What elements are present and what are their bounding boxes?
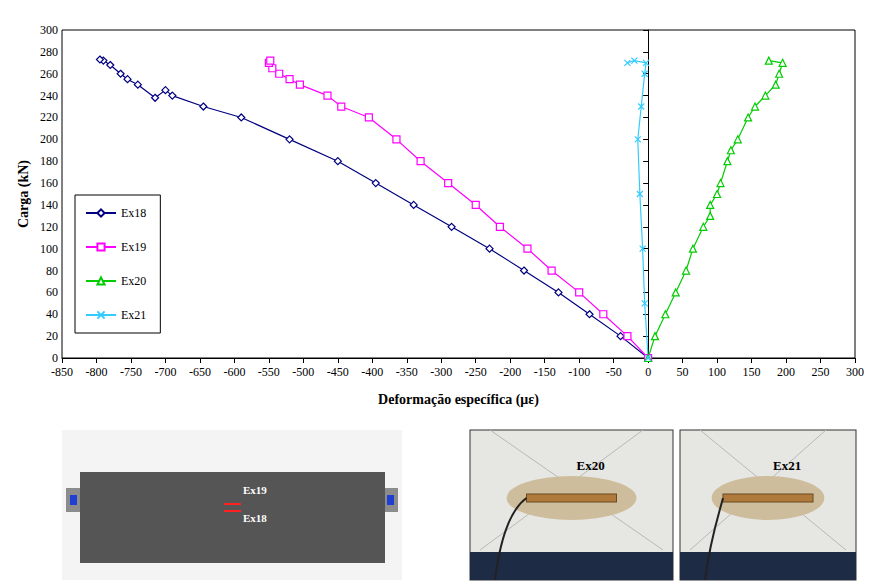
svg-text:80: 80 — [46, 264, 58, 278]
svg-text:100: 100 — [40, 242, 58, 256]
svg-text:-500: -500 — [292, 365, 314, 379]
svg-text:20: 20 — [46, 329, 58, 343]
svg-text:Ex18: Ex18 — [243, 512, 267, 524]
svg-text:Carga (kN): Carga (kN) — [16, 160, 32, 228]
svg-text:-650: -650 — [189, 365, 211, 379]
svg-text:Ex20: Ex20 — [577, 458, 605, 473]
svg-text:-150: -150 — [534, 365, 556, 379]
svg-text:Deformação específica (με): Deformação específica (με) — [378, 392, 539, 408]
svg-text:-250: -250 — [465, 365, 487, 379]
svg-text:-750: -750 — [120, 365, 142, 379]
svg-text:260: 260 — [40, 67, 58, 81]
svg-text:150: 150 — [743, 365, 761, 379]
svg-text:Ex21: Ex21 — [121, 308, 146, 322]
svg-text:-50: -50 — [606, 365, 622, 379]
svg-text:300: 300 — [846, 365, 864, 379]
svg-text:-350: -350 — [396, 365, 418, 379]
svg-text:60: 60 — [46, 285, 58, 299]
svg-text:-550: -550 — [258, 365, 280, 379]
svg-text:280: 280 — [40, 45, 58, 59]
svg-text:100: 100 — [708, 365, 726, 379]
svg-text:Ex19: Ex19 — [243, 484, 267, 496]
svg-text:50: 50 — [677, 365, 689, 379]
svg-text:0: 0 — [52, 351, 58, 365]
svg-text:-400: -400 — [361, 365, 383, 379]
svg-text:300: 300 — [40, 23, 58, 37]
svg-text:160: 160 — [40, 176, 58, 190]
svg-text:200: 200 — [40, 132, 58, 146]
svg-text:Ex18: Ex18 — [121, 206, 146, 220]
svg-text:-300: -300 — [430, 365, 452, 379]
svg-text:200: 200 — [777, 365, 795, 379]
svg-text:-850: -850 — [51, 365, 73, 379]
svg-text:220: 220 — [40, 110, 58, 124]
svg-text:40: 40 — [46, 307, 58, 321]
svg-text:Ex20: Ex20 — [121, 274, 146, 288]
svg-text:Ex19: Ex19 — [121, 240, 146, 254]
svg-text:0: 0 — [645, 365, 651, 379]
svg-text:-200: -200 — [499, 365, 521, 379]
svg-text:Ex21: Ex21 — [773, 458, 801, 473]
svg-text:-800: -800 — [85, 365, 107, 379]
svg-text:180: 180 — [40, 154, 58, 168]
svg-text:120: 120 — [40, 220, 58, 234]
svg-text:-700: -700 — [154, 365, 176, 379]
svg-text:250: 250 — [812, 365, 830, 379]
svg-text:-100: -100 — [568, 365, 590, 379]
svg-text:240: 240 — [40, 89, 58, 103]
svg-text:140: 140 — [40, 198, 58, 212]
svg-text:-600: -600 — [223, 365, 245, 379]
svg-text:-450: -450 — [327, 365, 349, 379]
